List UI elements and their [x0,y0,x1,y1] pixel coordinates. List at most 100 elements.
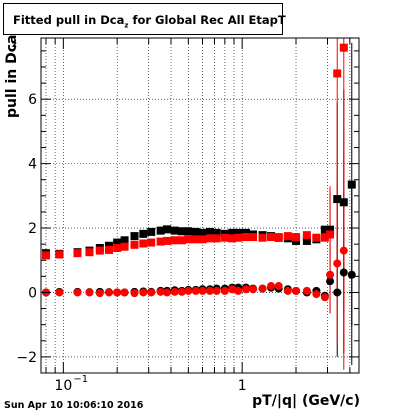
y-tick-label: 4 [28,157,37,173]
chart-title: Fitted pull in Dcaz for Global Rec All E… [13,13,286,30]
data-point-circle [347,270,356,279]
y-tick-label: −2 [16,350,37,366]
data-markers [42,43,356,302]
data-point-circle [258,284,267,293]
data-point-square [156,237,165,246]
data-point-circle [191,286,200,295]
data-point-square [113,244,122,253]
title-box: Fitted pull in Dcaz for Global Rec All E… [3,3,286,35]
data-point-square [85,248,94,257]
data-point-square [212,234,221,243]
data-point-circle [333,259,342,268]
data-point-square [241,233,250,242]
data-point-square [339,43,348,52]
data-point-square [163,225,172,234]
data-point-circle [241,285,250,294]
data-point-circle [198,286,207,295]
data-point-square [326,230,335,239]
data-point-square [191,235,200,244]
y-tick-label: 6 [28,92,37,108]
data-point-square [198,235,207,244]
data-point-circle [212,286,221,295]
data-point-circle [283,286,292,295]
y-axis-label-subscript: z [12,40,17,49]
data-point-square [139,229,148,238]
data-point-square [347,180,356,189]
y-tick-label: 0 [28,285,37,301]
data-point-square [220,233,229,242]
data-point-square [42,251,51,260]
data-point-square [234,233,243,242]
x-tick-label: 1 [238,378,247,394]
data-point-circle [326,277,335,286]
data-point-square [274,233,283,242]
data-point-circle [156,287,165,296]
data-point-circle [274,282,283,291]
data-point-circle [120,288,129,297]
data-point-circle [302,286,311,295]
data-point-circle [249,285,258,294]
data-point-square [302,231,311,240]
data-point-square [163,236,172,245]
grid-lines [41,38,359,373]
data-point-square [249,233,258,242]
data-point-circle [139,288,148,297]
data-point-circle [205,286,214,295]
data-point-circle [326,270,335,279]
data-point-square [258,233,267,242]
data-point-circle [170,287,179,296]
data-point-square [326,225,335,234]
data-point-circle [184,286,193,295]
data-point-square [333,69,342,78]
data-point-square [283,232,292,241]
data-point-square [170,226,179,235]
data-point-square [320,233,329,242]
data-point-circle [339,268,348,277]
data-point-circle [234,286,243,295]
axis-ticks [41,38,359,373]
data-point-square [228,228,237,237]
data-point-square [320,225,329,234]
x-tick-label-exponent: −1 [73,374,88,385]
data-point-circle [177,287,186,296]
data-point-square [170,236,179,245]
data-point-square [130,232,139,241]
data-point-square [120,236,129,245]
data-point-circle [292,286,301,295]
data-point-square [292,233,301,242]
axis-tick-labels: −2 0 2 4 6 10 −1 1 [16,92,246,394]
plot-frame [40,37,360,374]
data-point-square [312,233,321,242]
data-point-square [184,235,193,244]
data-point-circle [113,288,122,297]
data-point-circle [163,288,172,297]
data-point-square [177,236,186,245]
data-point-circle [130,289,139,298]
data-point-square [228,234,237,243]
data-point-square [339,198,348,207]
data-point-square [113,238,122,247]
data-point-square [147,227,156,236]
data-point-square [104,241,113,250]
data-point-square [241,228,250,237]
x-axis-label: pT/|q| (GeV/c) [252,393,360,409]
datestamp: Sun Apr 10 10:06:10 2016 [4,400,144,411]
data-point-circle [73,288,82,297]
data-point-square [55,250,64,259]
data-point-circle [104,288,113,297]
data-point-circle [339,246,348,255]
data-point-circle [85,288,94,297]
data-point-square [177,227,186,236]
data-point-circle [95,289,104,298]
data-point-circle [267,282,276,291]
data-point-square [191,227,200,236]
data-point-square [184,227,193,236]
data-point-square [234,228,243,237]
data-point-circle [320,293,329,302]
data-point-square [267,233,276,242]
data-point-circle [220,286,229,295]
x-tick-label: 10 [54,378,72,394]
data-point-square [73,249,82,258]
y-tick-label: 2 [28,221,37,237]
